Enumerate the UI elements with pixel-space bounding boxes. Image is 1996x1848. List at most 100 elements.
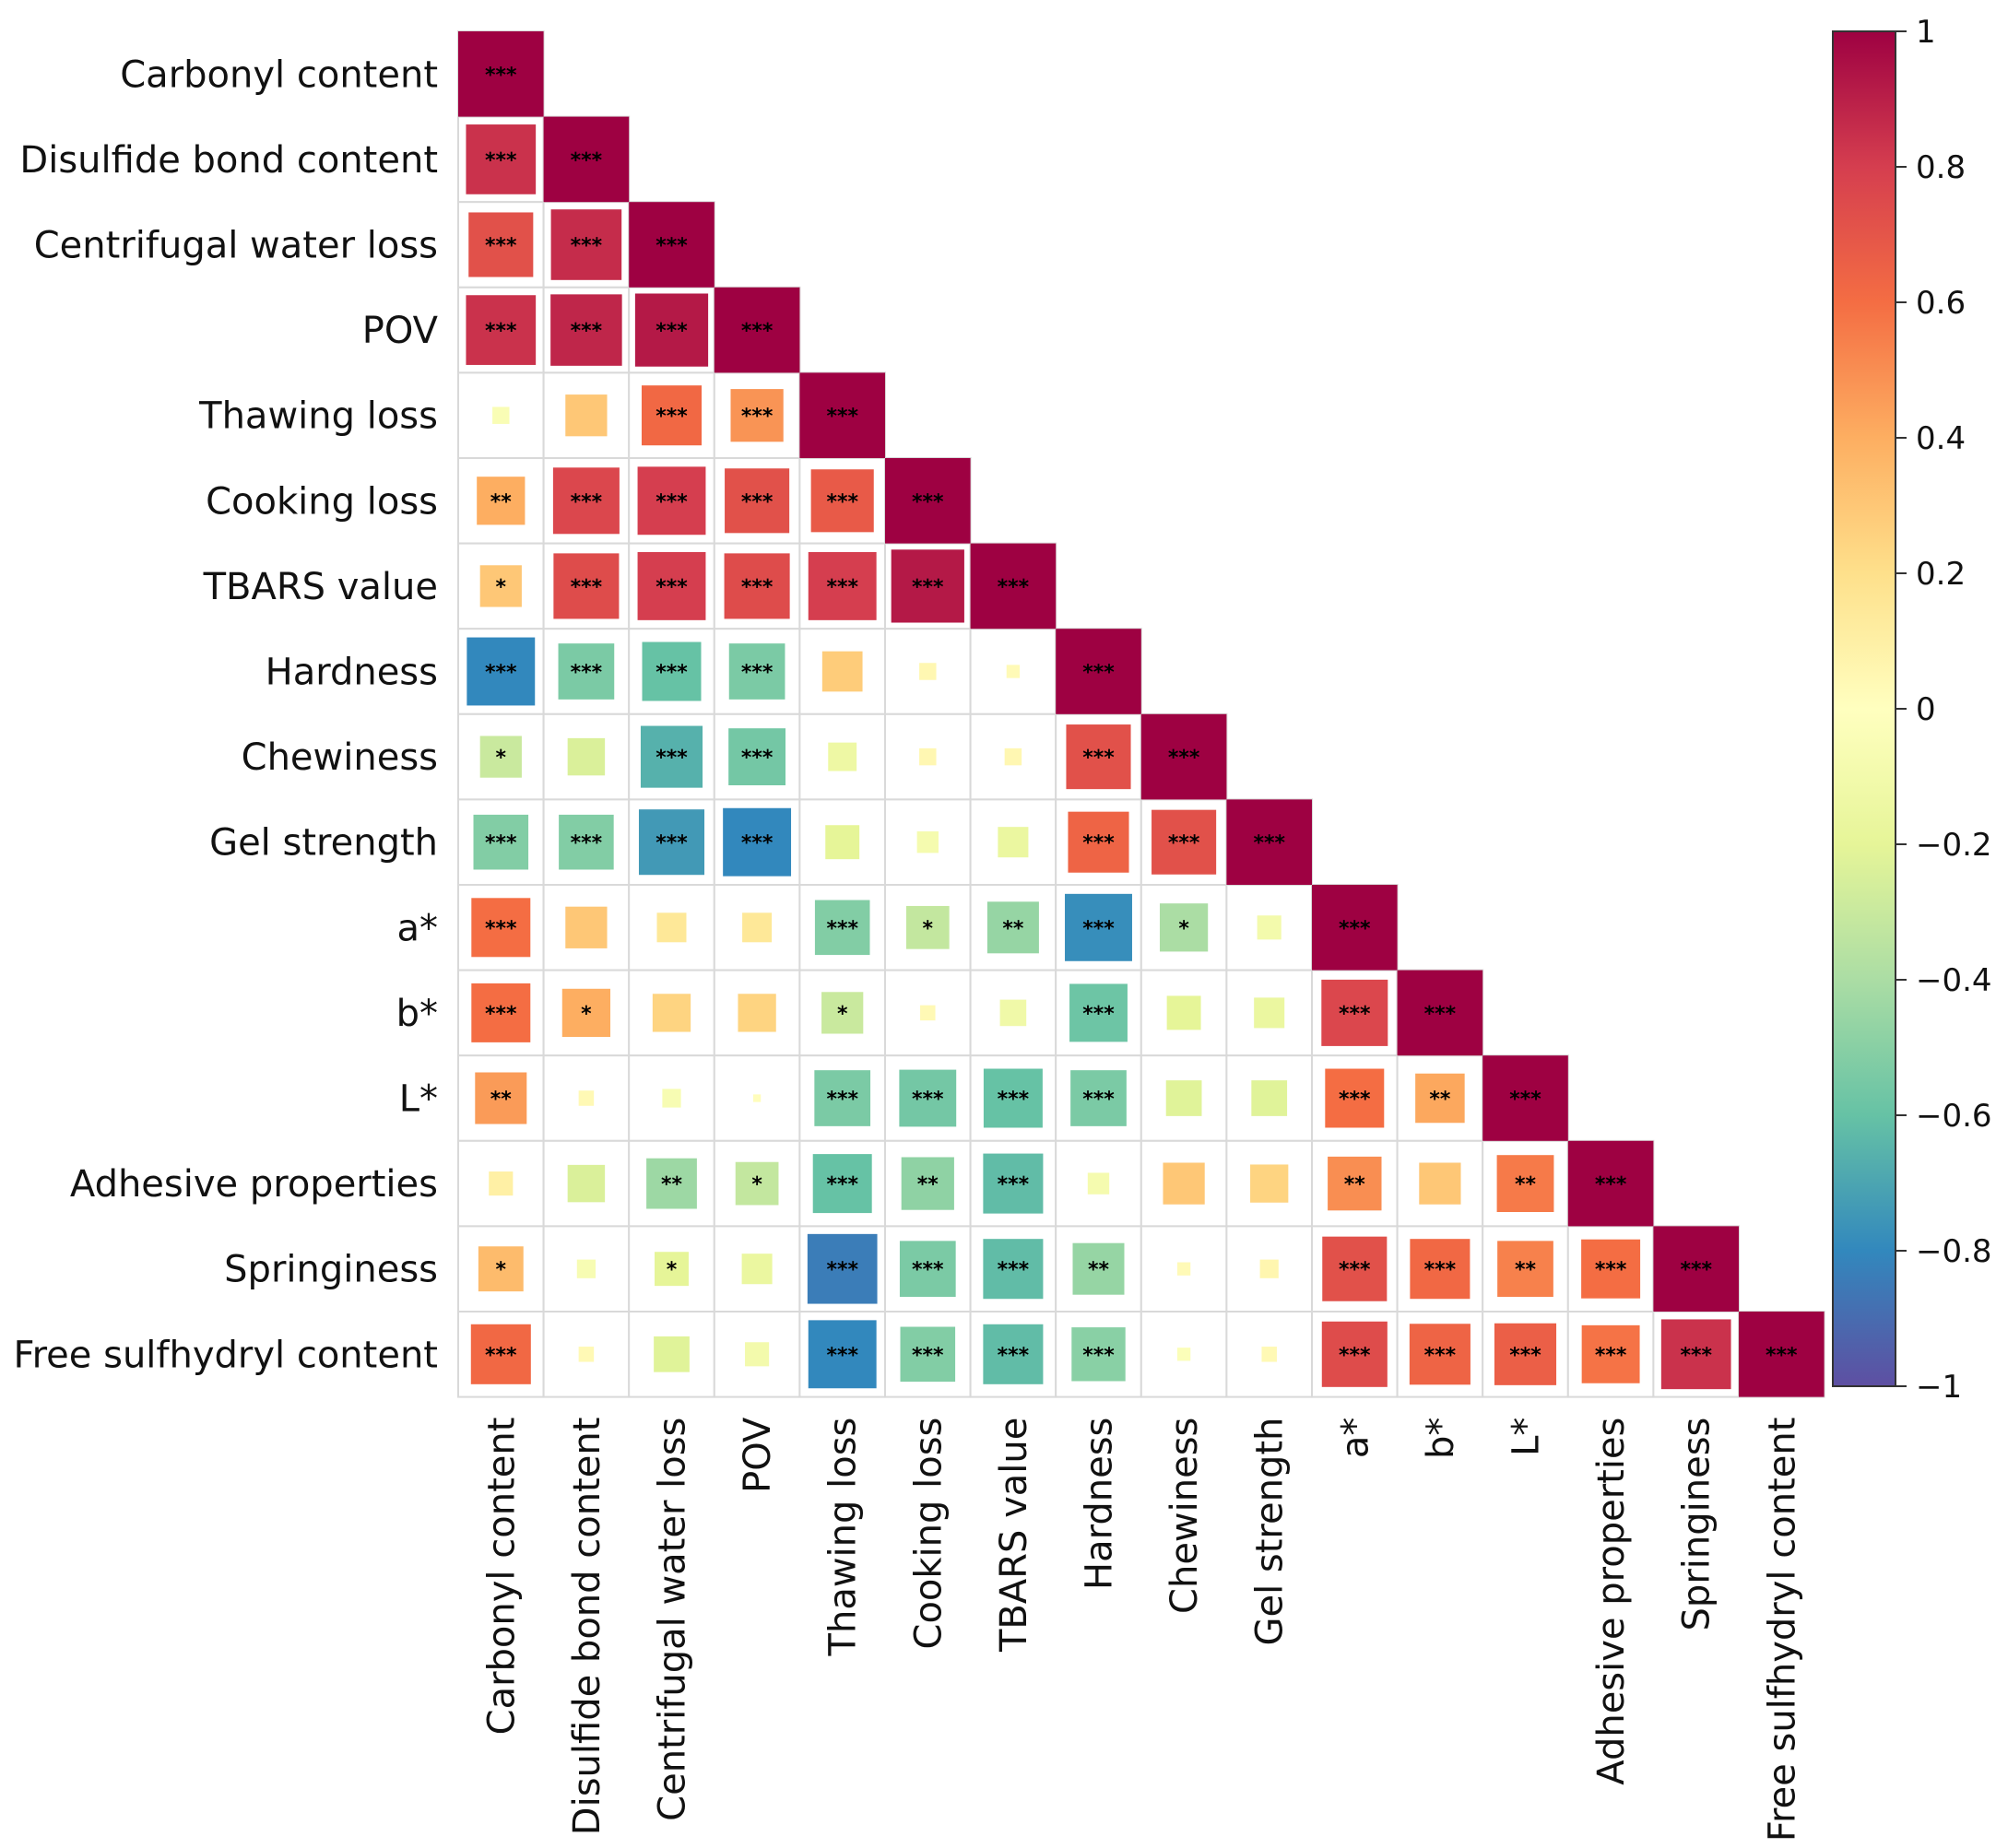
significance-label: *** [655, 235, 688, 258]
column-label-tbars-value: TBARS value [993, 1418, 1035, 1653]
colorbar-tick-label: 0.2 [1916, 556, 1966, 593]
colorbar-tick-label: −0.4 [1916, 962, 1992, 999]
heatmap-cell-springiness-vs-centrifugal-water-loss: Springiness / Centrifugal water loss: -0… [655, 1252, 689, 1287]
significance-label: *** [998, 1173, 1030, 1196]
heatmap-cell-l-star-vs-carbonyl-content: L* / Carbonyl content: 0.46 [475, 1072, 527, 1124]
significance-label: *** [741, 490, 774, 513]
heatmap-cell-adhesive-properties-vs-carbonyl-content: Adhesive properties / Carbonyl content: … [489, 1171, 514, 1196]
heatmap-cell-l-star-vs-disulfide-bond-content: L* / Disulfide bond content: 0.04 [578, 1090, 595, 1106]
heatmap-cell-free-sulfhydryl-content-vs-carbonyl-content: Free sulfhydryl content / Carbonyl conte… [470, 1324, 531, 1384]
heatmap-cell-thawing-loss-vs-thawing-loss: Thawing loss / Thawing loss: 1 [799, 372, 885, 458]
significance-label: ** [1344, 1173, 1366, 1196]
heatmap-cell-springiness-vs-l-star: Springiness / L*: 0.54 [1497, 1241, 1553, 1298]
heatmap-cell-thawing-loss-vs-carbonyl-content: Thawing loss / Carbonyl content: -0.05 [492, 406, 510, 424]
colorbar-tick-label: 0.4 [1916, 420, 1966, 457]
significance-label: *** [1082, 1344, 1115, 1367]
column-label-b-star: b* [1420, 1418, 1462, 1459]
colorbar-gradient [1832, 30, 1896, 1387]
heatmap-cell-l-star-vs-b-star: L* / b*: 0.42 [1415, 1073, 1465, 1124]
heatmap-cell-springiness-vs-disulfide-bond-content: Springiness / Disulfide bond content: -0… [576, 1259, 596, 1278]
heatmap-cell-centrifugal-water-loss-vs-disulfide-bond-content: Centrifugal water loss / Disulfide bond … [550, 209, 622, 280]
heatmap-cell-l-star-vs-chewiness: L* / Chewiness: -0.22 [1165, 1080, 1202, 1116]
heatmap-cell-adhesive-properties-vs-centrifugal-water-loss: Adhesive properties / Centrifugal water … [646, 1158, 697, 1209]
significance-label: *** [1339, 1003, 1371, 1026]
heatmap-cell-b-star-vs-b-star: b* / b*: 1 [1397, 970, 1483, 1056]
significance-label: *** [741, 662, 774, 685]
heatmap-cell-chewiness-vs-thawing-loss: Chewiness / Thawing loss: -0.14 [828, 742, 857, 771]
heatmap-cell-free-sulfhydryl-content-vs-free-sulfhydryl-content: Free sulfhydryl content / Free sulfhydry… [1739, 1312, 1825, 1397]
row-label-tbars-value: TBARS value [203, 566, 438, 608]
colorbar-tick-label: −0.6 [1916, 1098, 1992, 1135]
heatmap-cell-gel-strength-vs-hardness: Gel strength / Hardness: 0.64 [1068, 811, 1129, 873]
column-label-centrifugal-water-loss: Centrifugal water loss [652, 1418, 694, 1821]
significance-label: *** [1339, 917, 1371, 940]
colorbar-tick-label: 0 [1916, 691, 1936, 728]
significance-label: * [496, 747, 507, 770]
heatmap-cell-gel-strength-vs-thawing-loss: Gel strength / Thawing loss: -0.2 [825, 825, 860, 860]
significance-label: *** [655, 832, 688, 855]
significance-label: *** [485, 235, 517, 258]
heatmap-cell-cooking-loss-vs-thawing-loss: Cooking loss / Thawing loss: 0.68 [810, 469, 874, 533]
heatmap-cell-springiness-vs-cooking-loss: Springiness / Cooking loss: -0.54 [899, 1241, 956, 1298]
significance-label: *** [998, 576, 1030, 599]
significance-label: ** [490, 1089, 513, 1112]
significance-label: *** [571, 576, 603, 599]
significance-label: *** [571, 832, 603, 855]
colorbar-tick-label: −1 [1916, 1369, 1962, 1406]
heatmap-cell-gel-strength-vs-carbonyl-content: Gel strength / Carbonyl content: -0.52 [473, 814, 529, 870]
heatmap-cell-adhesive-properties-vs-pov: Adhesive properties / POV: -0.32 [735, 1161, 779, 1206]
significance-label: *** [485, 1003, 517, 1026]
significance-label: *** [826, 576, 858, 599]
heatmap-cell-chewiness-vs-chewiness: Chewiness / Chewiness: 1 [1140, 713, 1227, 800]
heatmap-cell-chewiness-vs-carbonyl-content: Chewiness / Carbonyl content: -0.3 [479, 736, 522, 778]
significance-label: *** [826, 1173, 858, 1196]
significance-label: *** [912, 576, 944, 599]
significance-label: * [581, 1003, 592, 1026]
heatmap-cell-springiness-vs-springiness: Springiness / Springiness: 1 [1653, 1226, 1739, 1312]
heatmap-cell-hardness-vs-cooking-loss: Hardness / Cooking loss: 0.05 [919, 663, 937, 680]
heatmap-cell-a-star-vs-hardness: a* / Hardness: -0.78 [1065, 893, 1132, 961]
significance-label: ** [1429, 1089, 1451, 1112]
significance-label: * [837, 1003, 848, 1026]
heatmap-cell-a-star-vs-cooking-loss: a* / Cooking loss: -0.32 [905, 905, 950, 949]
heatmap-cell-adhesive-properties-vs-tbars-value: Adhesive properties / TBARS value: -0.62 [983, 1153, 1044, 1214]
heatmap-cell-b-star-vs-thawing-loss: b* / Thawing loss: -0.3 [821, 992, 864, 1034]
row-label-carbonyl-content: Carbonyl content [120, 53, 438, 96]
heatmap-cell-springiness-vs-carbonyl-content: Springiness / Carbonyl content: 0.35 [478, 1246, 524, 1292]
column-label-a-star: a* [1334, 1418, 1376, 1459]
heatmap-cell-springiness-vs-chewiness: Springiness / Chewiness: 0.03 [1176, 1262, 1191, 1276]
heatmap-cell-a-star-vs-centrifugal-water-loss: a* / Centrifugal water loss: 0.15 [656, 912, 687, 943]
significance-label: *** [826, 917, 858, 940]
significance-label: *** [655, 490, 688, 513]
significance-label: *** [1595, 1259, 1627, 1282]
heatmap-cell-gel-strength-vs-chewiness: Gel strength / Chewiness: 0.72 [1152, 809, 1217, 875]
heatmap-cell-gel-strength-vs-centrifugal-water-loss: Gel strength / Centrifugal water loss: -… [638, 809, 705, 876]
heatmap-cell-hardness-vs-hardness: Hardness / Hardness: 1 [1056, 629, 1141, 714]
heatmap-cell-hardness-vs-thawing-loss: Hardness / Thawing loss: 0.28 [821, 651, 863, 692]
heatmap-cell-springiness-vs-gel-strength: Springiness / Gel strength: 0.06 [1259, 1259, 1279, 1278]
row-label-pov: POV [362, 310, 439, 352]
heatmap-cell-centrifugal-water-loss-vs-centrifugal-water-loss: Centrifugal water loss / Centrifugal wat… [629, 202, 715, 288]
significance-label: *** [741, 406, 774, 429]
colorbar-tick-label: 0.8 [1916, 149, 1966, 186]
significance-label: *** [1509, 1089, 1541, 1112]
heatmap-cell-free-sulfhydryl-content-vs-centrifugal-water-loss: Free sulfhydryl content / Centrifugal wa… [654, 1336, 690, 1372]
heatmap-cell-gel-strength-vs-tbars-value: Gel strength / TBARS value: -0.16 [998, 827, 1029, 858]
significance-label: *** [655, 576, 688, 599]
significance-label: *** [571, 662, 603, 685]
significance-label: *** [1595, 1344, 1627, 1367]
colorbar-tick-label: 1 [1916, 14, 1936, 51]
column-label-l-star: L* [1506, 1418, 1548, 1456]
heatmap-cell-free-sulfhydryl-content-vs-thawing-loss: Free sulfhydryl content / Thawing loss: … [808, 1320, 877, 1389]
heatmap-cell-free-sulfhydryl-content-vs-b-star: Free sulfhydryl content / b*: 0.64 [1409, 1324, 1470, 1385]
heatmap-cell-b-star-vs-pov: b* / POV: 0.25 [738, 994, 776, 1032]
grid-cell [457, 542, 545, 630]
heatmap-cell-b-star-vs-cooking-loss: b* / Cooking loss: 0.04 [920, 1005, 936, 1021]
significance-label: *** [1082, 1089, 1115, 1112]
heatmap-cell-b-star-vs-centrifugal-water-loss: b* / Centrifugal water loss: 0.25 [652, 994, 691, 1032]
heatmap-cell-free-sulfhydryl-content-vs-chewiness: Free sulfhydryl content / Chewiness: -0.… [1176, 1348, 1191, 1361]
heatmap-cell-a-star-vs-carbonyl-content: a* / Carbonyl content: 0.6 [471, 898, 531, 958]
significance-label: * [667, 1259, 678, 1282]
heatmap-cell-gel-strength-vs-disulfide-bond-content: Gel strength / Disulfide bond content: -… [559, 814, 614, 870]
significance-label: *** [1509, 1344, 1541, 1367]
